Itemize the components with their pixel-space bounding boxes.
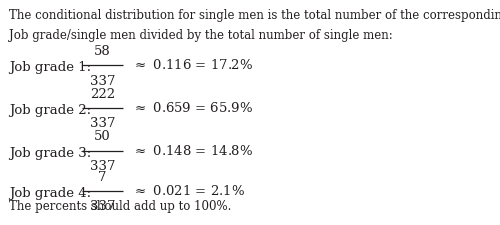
Text: 50: 50 (94, 130, 111, 143)
Text: 7: 7 (98, 171, 107, 184)
Text: $\approx$ 0.021 = 2.1%: $\approx$ 0.021 = 2.1% (128, 184, 246, 198)
Text: The conditional distribution for single men is the total number of the correspon: The conditional distribution for single … (9, 9, 500, 22)
Text: 337: 337 (90, 200, 115, 214)
Text: Job grade 4:: Job grade 4: (9, 187, 91, 200)
Text: 337: 337 (90, 74, 115, 88)
Text: 337: 337 (90, 117, 115, 130)
Text: Job grade 1:: Job grade 1: (9, 61, 91, 74)
Text: 337: 337 (90, 160, 115, 173)
Text: The percents should add up to 100%.: The percents should add up to 100%. (9, 200, 232, 213)
Text: Job grade 3:: Job grade 3: (9, 146, 91, 160)
Text: Job grade 2:: Job grade 2: (9, 104, 91, 117)
Text: $\approx$ 0.116 = 17.2%: $\approx$ 0.116 = 17.2% (128, 58, 254, 72)
Text: $\approx$ 0.148 = 14.8%: $\approx$ 0.148 = 14.8% (128, 144, 254, 158)
Text: $\approx$ 0.659 = 65.9%: $\approx$ 0.659 = 65.9% (128, 101, 254, 115)
Text: Job grade/single men divided by the total number of single men:: Job grade/single men divided by the tota… (9, 29, 393, 42)
Text: 222: 222 (90, 88, 115, 101)
Text: 58: 58 (94, 45, 111, 58)
